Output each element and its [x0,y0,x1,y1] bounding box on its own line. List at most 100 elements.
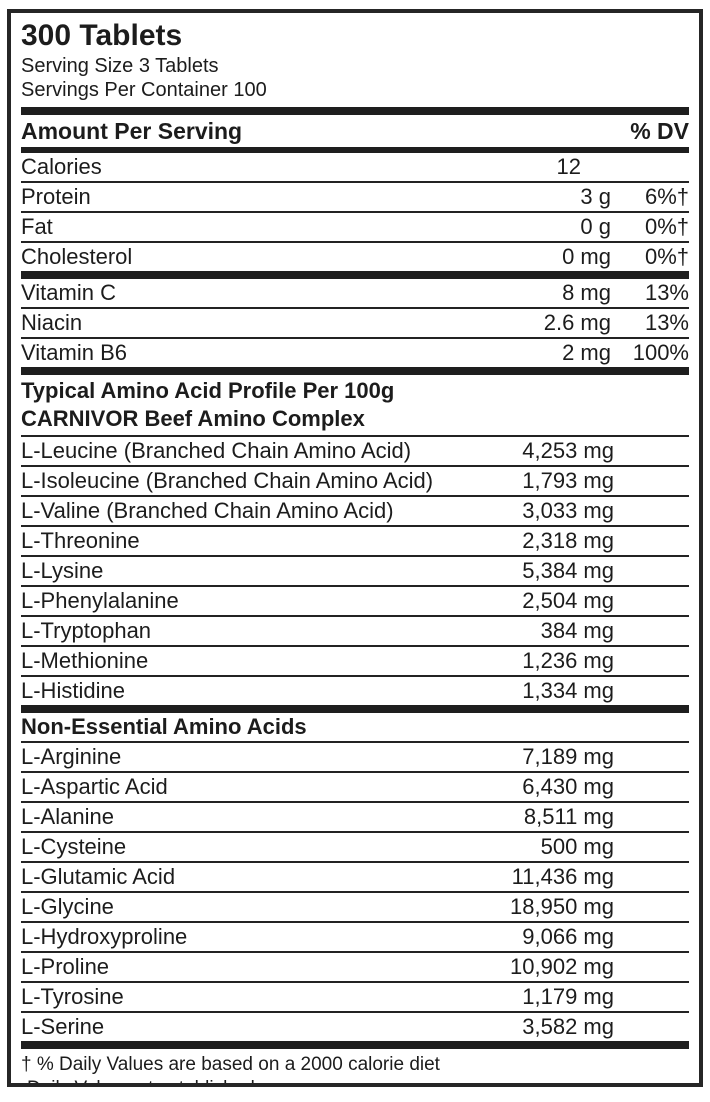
nutrient-name: Vitamin B6 [21,340,127,365]
amino-name: L-Tryptophan [21,618,152,643]
nutrient-row-fat: Fat 0 g 0%† [21,213,689,243]
percent-dv-label: % DV [630,118,689,144]
amount-per-serving-label: Amount Per Serving [21,118,243,144]
nutrient-amount: 2 mg [562,340,611,365]
divider-bar [21,271,689,279]
nutrient-row-protein: Protein 3 g 6%† [21,183,689,213]
amino-row-proline: L-Proline 10,902 mg [21,953,689,983]
nutrient-name: Calories [21,154,102,179]
nutrient-amount: 0 mg [562,244,611,269]
amino-row-alanine: L-Alanine 8,511 mg [21,803,689,833]
divider-bar [21,705,689,713]
non-essential-section-header: Non-Essential Amino Acids [21,713,689,743]
amino-value: 1,179 mg [522,984,614,1009]
amino-value: 3,582 mg [522,1014,614,1039]
amino-value: 500 mg [540,834,614,859]
nutrient-dv: 100% [632,340,689,365]
amino-value: 384 mg [540,618,614,643]
amino-name: L-Glutamic Acid [21,864,176,889]
amino-name: L-Lysine [21,558,104,583]
footnote-line2: Daily Value not established [21,1077,689,1083]
amino-value: 10,902 mg [510,954,614,979]
vitamin-row-vitamin-c: Vitamin C 8 mg 13% [21,279,689,309]
amino-row-histidine: L-Histidine 1,334 mg [21,677,689,705]
amino-value: 1,236 mg [522,648,614,673]
product-quantity-title: 300 Tablets [21,19,183,52]
nutrient-name: Niacin [21,310,83,335]
nutrient-amount: 8 mg [562,280,611,305]
amino-value: 1,334 mg [522,678,614,703]
amino-row-glycine: L-Glycine 18,950 mg [21,893,689,923]
amino-row-isoleucine: L-Isoleucine (Branched Chain Amino Acid)… [21,467,689,497]
nutrient-amount: 12 [556,154,581,179]
amino-value: 5,384 mg [522,558,614,583]
amino-name: L-Valine (Branched Chain Amino Acid) [21,498,394,523]
amino-name: L-Cysteine [21,834,127,859]
nutrient-name: Vitamin C [21,280,116,305]
amino-profile-section-header: Typical Amino Acid Profile Per 100g CARN… [21,375,689,437]
divider-bar [21,147,689,153]
amino-name: L-Threonine [21,528,140,553]
vitamin-row-vitamin-b6: Vitamin B6 2 mg 100% [21,339,689,367]
amino-row-arginine: L-Arginine 7,189 mg [21,743,689,773]
nutrient-amount: 0 g [580,214,611,239]
amino-row-leucine: L-Leucine (Branched Chain Amino Acid) 4,… [21,437,689,467]
amino-profile-header-line1: Typical Amino Acid Profile Per 100g [21,378,395,403]
amino-value: 18,950 mg [510,894,614,919]
divider-bar [21,367,689,375]
divider-bar [21,1041,689,1049]
nutrient-row-cholesterol: Cholesterol 0 mg 0%† [21,243,689,271]
amino-name: L-Tyrosine [21,984,124,1009]
amino-name: L-Histidine [21,678,125,703]
amino-value: 8,511 mg [523,804,614,829]
amino-name: L-Leucine (Branched Chain Amino Acid) [21,438,412,463]
amino-name: L-Phenylalanine [21,588,179,613]
amino-name: L-Aspartic Acid [21,774,168,799]
amino-row-hydroxyproline: L-Hydroxyproline 9,066 mg [21,923,689,953]
amino-profile-header-line2: CARNIVOR Beef Amino Complex [21,406,365,431]
amino-value: 6,430 mg [522,774,614,799]
nutrient-dv: 13% [644,280,689,305]
amino-row-tryptophan: L-Tryptophan 384 mg [21,617,689,647]
amino-value: 2,504 mg [522,588,614,613]
amino-row-phenylalanine: L-Phenylalanine 2,504 mg [21,587,689,617]
nutrient-amount: 3 g [580,184,611,209]
nutrient-row-calories: Calories 12 [21,153,689,183]
amino-value: 9,066 mg [522,924,614,949]
amino-name: L-Glycine [21,894,114,919]
servings-per-container: Servings Per Container 100 [21,79,267,101]
amino-row-valine: L-Valine (Branched Chain Amino Acid) 3,0… [21,497,689,527]
amino-name: L-Isoleucine (Branched Chain Amino Acid) [21,468,434,493]
nutrient-amount: 2.6 mg [543,310,611,335]
nutrient-dv: 0%† [644,244,689,269]
nutrient-dv: 6%† [644,184,689,209]
amino-row-aspartic-acid: L-Aspartic Acid 6,430 mg [21,773,689,803]
vitamin-row-niacin: Niacin 2.6 mg 13% [21,309,689,339]
amount-per-serving-header: Amount Per Serving % DV [21,115,689,147]
amino-name: L-Hydroxyproline [21,924,188,949]
nutrient-name: Protein [21,184,91,209]
nutrient-dv: 0%† [644,214,689,239]
nutrient-name: Cholesterol [21,244,133,269]
amino-row-threonine: L-Threonine 2,318 mg [21,527,689,557]
amino-row-tyrosine: L-Tyrosine 1,179 mg [21,983,689,1013]
amino-name: L-Methionine [21,648,149,673]
amino-name: L-Alanine [21,804,114,829]
amino-row-cysteine: L-Cysteine 500 mg [21,833,689,863]
amino-name: L-Proline [21,954,110,979]
amino-value: 2,318 mg [522,528,614,553]
amino-value: 4,253 mg [522,438,614,463]
amino-row-serine: L-Serine 3,582 mg [21,1013,689,1041]
amino-name: L-Serine [21,1014,105,1039]
nutrient-dv: 13% [644,310,689,335]
footnote-line1: † % Daily Values are based on a 2000 cal… [21,1054,440,1075]
amino-value: 7,189 mg [522,744,614,769]
serving-size: Serving Size 3 Tablets [21,55,219,77]
nutrient-name: Fat [21,214,53,239]
amino-row-glutamic-acid: L-Glutamic Acid 11,436 mg [21,863,689,893]
amino-name: L-Arginine [21,744,122,769]
amino-row-lysine: L-Lysine 5,384 mg [21,557,689,587]
amino-value: 1,793 mg [522,468,614,493]
supplement-facts-label: 300 Tablets Serving Size 3 Tablets Servi… [7,9,703,1087]
amino-value: 11,436 mg [511,864,614,889]
